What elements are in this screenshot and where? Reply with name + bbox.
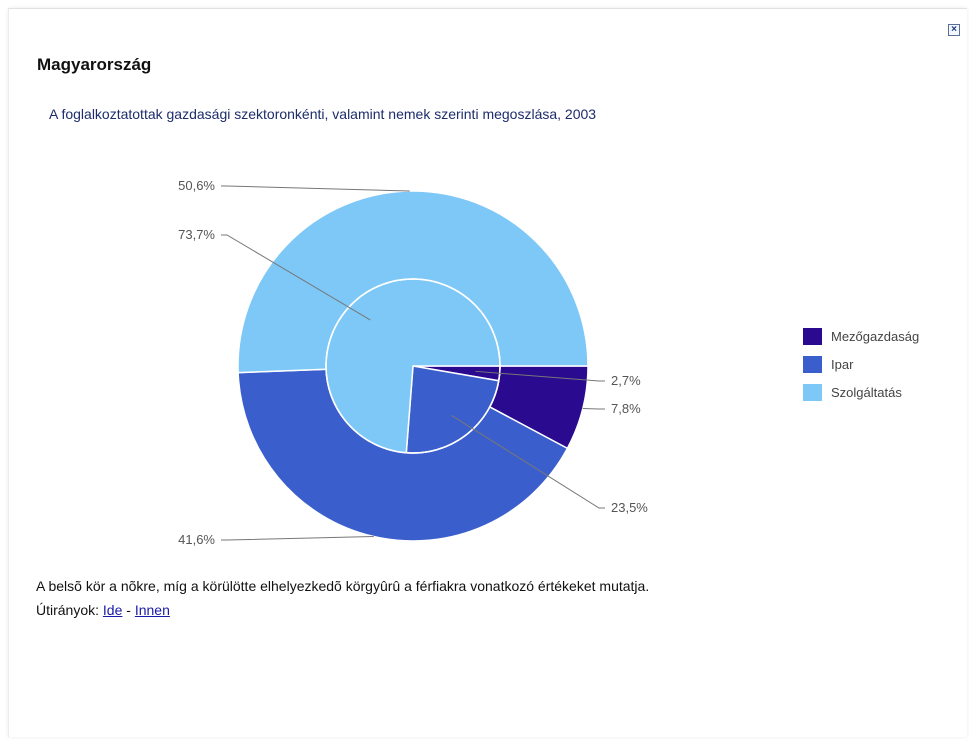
legend-swatch-0 xyxy=(803,328,822,345)
inner-leader-0 xyxy=(475,370,605,382)
inner-leader-2 xyxy=(221,234,371,321)
legend-swatch-2 xyxy=(803,384,822,401)
outer-leader-1 xyxy=(221,536,374,541)
legend-label-0: Mezőgazdaság xyxy=(831,329,919,344)
legend-label-2: Szolgáltatás xyxy=(831,385,902,400)
chart-subtitle: A foglalkoztatottak gazdasági szektoronk… xyxy=(49,106,597,122)
inner-ring-border xyxy=(325,278,501,454)
outer-leader-0 xyxy=(582,407,605,410)
directions-line: Útirányok: Ide - Innen xyxy=(36,602,170,618)
inner-value-label-1: 23,5% xyxy=(611,500,648,515)
directions-from-link[interactable]: Innen xyxy=(134,602,170,618)
outer-value-label-0: 7,8% xyxy=(611,401,641,416)
legend-swatch-1 xyxy=(803,356,822,373)
directions-to-link[interactable]: Ide xyxy=(102,602,123,618)
page-title: Magyarország xyxy=(37,55,152,74)
legend-label-1: Ipar xyxy=(831,357,854,372)
inner-leader-1 xyxy=(451,414,605,509)
chart-footnote: A belsõ kör a nõkre, míg a körülötte elh… xyxy=(36,578,650,594)
outer-leader-2 xyxy=(221,185,410,192)
directions-label: Útirányok: xyxy=(36,602,100,618)
link-separator: - xyxy=(122,602,135,618)
inner-value-label-0: 2,7% xyxy=(611,373,641,388)
close-icon[interactable]: × xyxy=(948,24,960,36)
inner-value-label-2: 73,7% xyxy=(178,227,215,242)
outer-value-label-2: 50,6% xyxy=(178,178,215,193)
outer-value-label-1: 41,6% xyxy=(178,532,215,547)
